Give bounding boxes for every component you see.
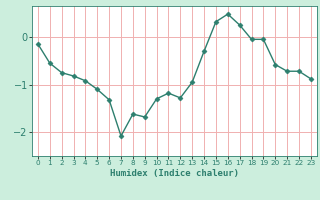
X-axis label: Humidex (Indice chaleur): Humidex (Indice chaleur) xyxy=(110,169,239,178)
